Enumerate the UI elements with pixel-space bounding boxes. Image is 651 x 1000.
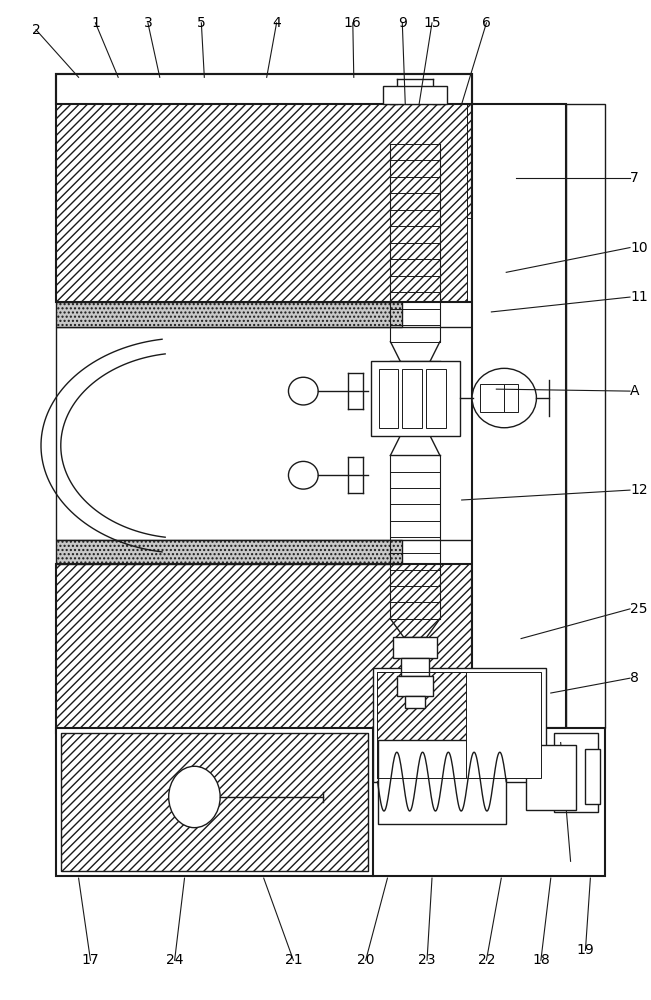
Bar (466, 672, 540, 778)
Text: A: A (630, 384, 639, 398)
Bar (554, 733, 598, 812)
Text: 7: 7 (630, 171, 639, 185)
Text: 22: 22 (478, 953, 495, 967)
Bar (61, 733, 368, 871)
Bar (378, 369, 398, 428)
Text: 8: 8 (630, 671, 639, 685)
Bar (370, 361, 460, 436)
Bar (406, 696, 425, 708)
Bar (56, 728, 605, 876)
Text: 1: 1 (91, 16, 100, 30)
Text: 23: 23 (419, 953, 436, 967)
Bar (56, 302, 402, 327)
Bar (378, 740, 506, 824)
Text: 5: 5 (197, 16, 206, 30)
Bar (56, 564, 471, 733)
Text: 9: 9 (398, 16, 407, 30)
Text: 21: 21 (284, 953, 302, 967)
Bar (471, 104, 566, 728)
Bar (402, 369, 422, 428)
Text: 15: 15 (423, 16, 441, 30)
Bar (397, 676, 433, 696)
Ellipse shape (288, 377, 318, 405)
Bar (56, 564, 471, 733)
Bar (505, 384, 518, 412)
Text: 25: 25 (630, 602, 648, 616)
Bar (56, 74, 471, 302)
Text: 18: 18 (532, 953, 549, 967)
Bar (376, 672, 467, 778)
Text: 6: 6 (482, 16, 491, 30)
Bar (56, 104, 467, 302)
Text: 19: 19 (577, 943, 594, 957)
Bar (376, 672, 467, 778)
Bar (56, 74, 471, 104)
Bar (56, 302, 402, 327)
Bar (56, 540, 402, 564)
Text: 4: 4 (272, 16, 281, 30)
Bar (61, 733, 368, 871)
Bar (526, 745, 575, 810)
Ellipse shape (472, 368, 536, 428)
Text: 11: 11 (630, 290, 648, 304)
Bar (401, 658, 429, 676)
Bar (393, 637, 437, 658)
Ellipse shape (288, 461, 318, 489)
Ellipse shape (169, 766, 220, 828)
Text: 20: 20 (357, 953, 374, 967)
Bar (467, 104, 526, 218)
Bar (585, 749, 600, 804)
Bar (426, 369, 446, 428)
Bar (56, 540, 402, 564)
Text: 17: 17 (81, 953, 100, 967)
Text: 24: 24 (166, 953, 184, 967)
Text: 2: 2 (32, 23, 40, 37)
Bar (480, 384, 505, 412)
Text: 10: 10 (630, 241, 648, 255)
Bar (383, 86, 447, 104)
Bar (372, 668, 546, 782)
Text: 16: 16 (344, 16, 362, 30)
Text: 12: 12 (630, 483, 648, 497)
Bar (56, 327, 471, 540)
Text: 3: 3 (143, 16, 152, 30)
Bar (566, 104, 605, 728)
